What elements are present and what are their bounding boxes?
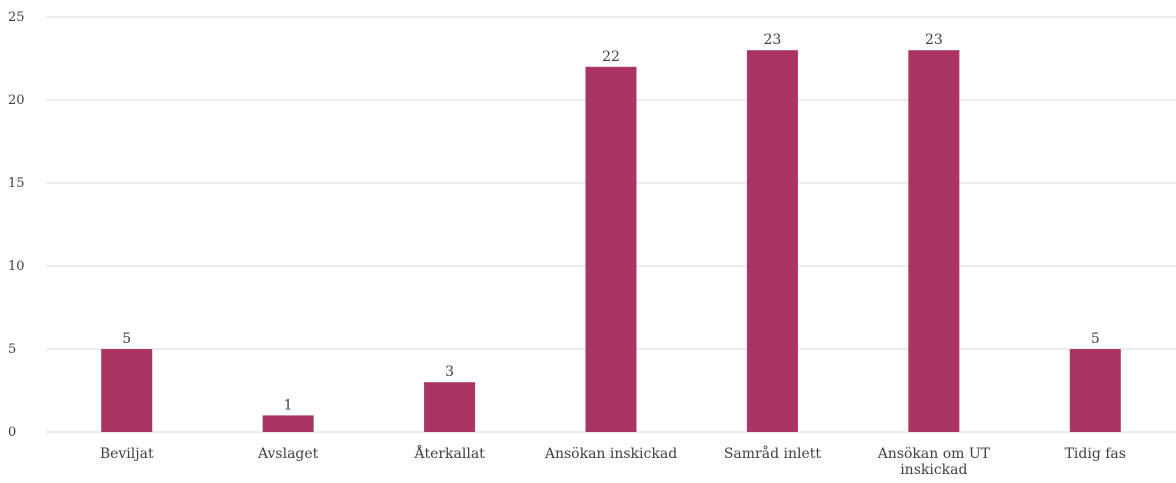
bar (101, 349, 153, 432)
y-tick-label: 5 (8, 342, 16, 357)
x-axis-ticks: Beviljat Avslaget Återkallat Ansökan inskic… (100, 444, 1126, 478)
y-tick-label: 0 (8, 425, 16, 440)
bar (424, 382, 476, 432)
x-tick-label: Beviljat (100, 446, 154, 462)
x-tick-label-line: inskickad (900, 462, 967, 478)
y-tick-label: 25 (8, 10, 25, 25)
y-tick-label: 10 (8, 259, 25, 274)
y-axis-ticks: 0 5 10 15 20 25 (8, 10, 25, 440)
bar (908, 50, 960, 432)
x-tick-label: Ansökan inskickad (544, 446, 677, 462)
data-label: 1 (284, 397, 293, 413)
x-tick-label: Samråd inlett (724, 445, 822, 462)
bar (262, 415, 314, 432)
x-tick-label: Ansökan om UT inskickad (877, 446, 991, 478)
x-tick-label-line: Beviljat (100, 446, 154, 462)
data-label: 3 (445, 364, 454, 380)
bar (585, 66, 637, 433)
data-label: 23 (764, 32, 782, 48)
x-tick-label: Återkallat (413, 444, 485, 462)
data-label: 22 (602, 49, 620, 65)
data-label: 23 (925, 32, 943, 48)
bar (746, 50, 798, 432)
bars (101, 50, 1121, 433)
x-tick-label: Tidig fas (1065, 446, 1126, 462)
y-tick-label: 15 (8, 176, 25, 191)
x-tick-label-line: Återkallat (413, 444, 485, 462)
x-tick-label-line: Avslaget (257, 446, 319, 462)
data-label: 5 (122, 331, 131, 347)
data-label: 5 (1091, 331, 1100, 347)
x-tick-label: Avslaget (257, 446, 319, 462)
x-tick-label-line: Samråd inlett (724, 445, 822, 462)
x-tick-label-line: Ansökan om UT (877, 446, 991, 462)
bar (1069, 349, 1121, 432)
x-tick-label-line: Tidig fas (1065, 446, 1126, 462)
y-tick-label: 20 (8, 93, 25, 108)
data-labels: 5 1 3 22 23 23 5 (122, 32, 1099, 413)
x-tick-label-line: Ansökan inskickad (544, 446, 677, 462)
